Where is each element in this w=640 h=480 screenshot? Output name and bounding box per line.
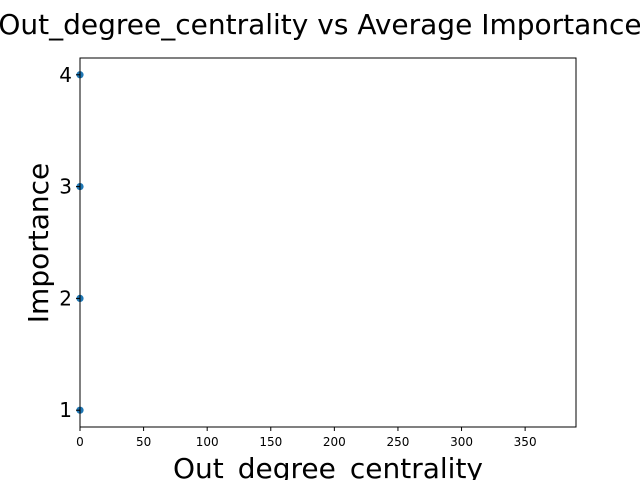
x-tick-label: 100 bbox=[196, 435, 219, 449]
y-tick-label: 4 bbox=[59, 63, 72, 87]
x-axis-label: Out_degree_centrality bbox=[173, 452, 483, 480]
y-tick-label: 1 bbox=[59, 398, 72, 422]
x-tick-label: 200 bbox=[323, 435, 346, 449]
y-tick-label: 2 bbox=[59, 286, 72, 310]
x-tick-label: 0 bbox=[76, 435, 84, 449]
x-tick-label: 250 bbox=[386, 435, 409, 449]
y-axis-label: Importance bbox=[22, 163, 55, 323]
y-tick-label: 3 bbox=[59, 175, 72, 199]
x-tick-label: 150 bbox=[259, 435, 282, 449]
x-tick-label: 50 bbox=[136, 435, 151, 449]
plot-area: 0 50 100 150 200 250 300 350 1 2 3 4 bbox=[59, 57, 577, 449]
x-tick-label: 350 bbox=[514, 435, 537, 449]
axes-frame bbox=[79, 57, 577, 428]
x-tick-label: 300 bbox=[450, 435, 473, 449]
chart-title: Out_degree_centrality vs Average Importa… bbox=[0, 8, 640, 41]
